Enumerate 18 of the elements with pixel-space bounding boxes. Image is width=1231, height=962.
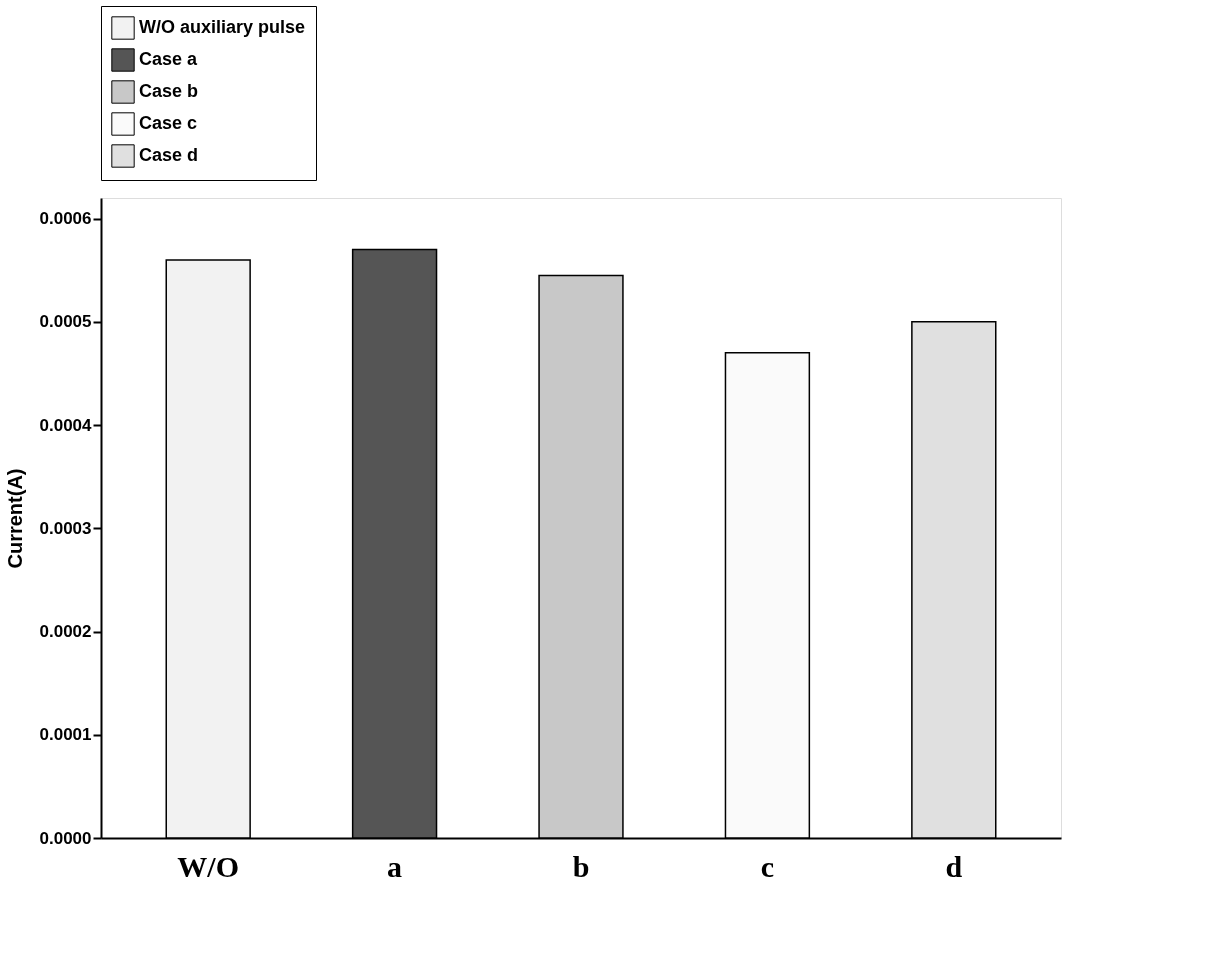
y-tick-label: 0.0005: [39, 312, 92, 332]
y-tick-label: 0.0002: [39, 622, 92, 642]
x-tick-label: d: [945, 849, 963, 883]
y-tick-label: 0.0004: [39, 415, 93, 435]
legend-label: W/O auxiliary pulse: [139, 17, 306, 37]
y-tick-label: 0.0006: [39, 209, 92, 229]
legend-label: Case b: [139, 81, 199, 101]
x-tick-label: W/O: [177, 849, 240, 883]
x-tick-label: c: [760, 849, 775, 883]
legend-label: Case a: [139, 49, 199, 69]
y-axis-title: Current(A): [3, 468, 26, 569]
y-tick-label: 0.0003: [39, 518, 92, 538]
legend-label: Case d: [139, 145, 199, 165]
x-tick-label: b: [572, 849, 590, 883]
y-tick-label: 0.0000: [39, 828, 92, 848]
y-tick-label: 0.0001: [39, 725, 92, 745]
legend-label: Case c: [139, 113, 198, 133]
x-tick-label: a: [387, 849, 403, 883]
